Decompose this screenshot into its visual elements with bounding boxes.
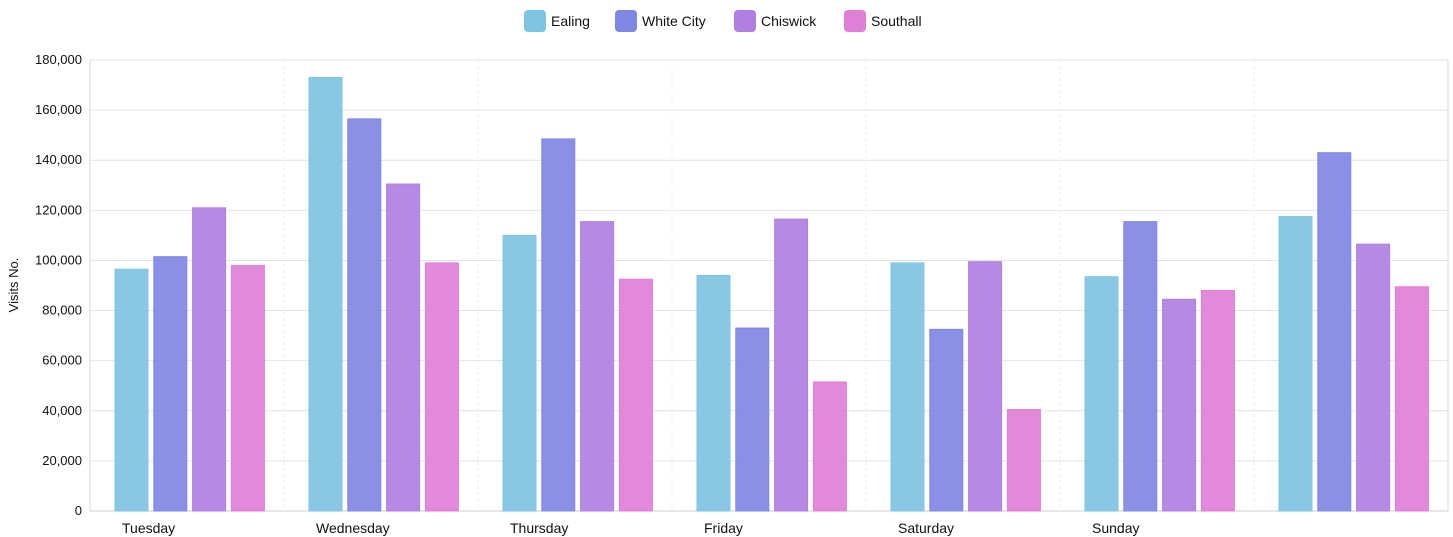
y-tick-label: 20,000 [42,453,82,468]
x-tick-label: Sunday [1092,520,1139,536]
bar-white-city[interactable] [541,138,576,512]
bar-chiswick[interactable] [192,207,227,512]
bar-white-city[interactable] [1123,221,1158,512]
legend-item[interactable]: Ealing [524,10,590,32]
legend-swatch [524,10,546,32]
legend-label: Chiswick [761,13,817,29]
x-tick-label: Tuesday [122,520,175,536]
bar-chiswick[interactable] [1162,298,1197,512]
bar-white-city[interactable] [735,327,770,512]
y-axis: 0 20,000 40,000 60,000 80,000 100,000 120,000 1… [35,52,82,518]
bar-ealing[interactable] [890,262,925,512]
y-tick-label: 80,000 [42,303,82,318]
y-tick-label: 0 [75,503,82,518]
bar-chiswick[interactable] [580,221,615,512]
legend-label: Ealing [551,13,590,29]
bar-chiswick[interactable] [968,261,1003,512]
y-tick-label: 60,000 [42,353,82,368]
legend-item[interactable]: Southall [844,10,922,32]
legend-item[interactable]: Chiswick [734,10,817,32]
bar-ealing[interactable] [696,274,731,512]
legend-swatch [844,10,866,32]
x-axis: Tuesday Wednesday Thursday Friday Saturday Su… [122,520,1139,536]
bar-southall[interactable] [1394,286,1429,512]
y-tick-label: 120,000 [35,202,82,217]
bar-ealing[interactable] [1084,276,1119,512]
bar-white-city[interactable] [347,118,382,512]
bar-ealing[interactable] [1278,216,1313,512]
y-tick-label: 40,000 [42,403,82,418]
x-tick-label: Saturday [898,520,954,536]
bar-white-city[interactable] [1317,152,1352,512]
bar-ealing[interactable] [308,77,343,512]
bar-southall[interactable] [230,264,265,512]
x-tick-label: Friday [704,520,743,536]
legend-label: Southall [871,13,922,29]
bar-ealing[interactable] [502,234,537,512]
bar-chiswick[interactable] [386,183,421,512]
bars [114,77,1429,512]
bar-white-city[interactable] [153,256,188,512]
bar-southall[interactable] [1200,290,1235,512]
bar-southall[interactable] [812,381,847,512]
legend-swatch [615,10,637,32]
bar-southall[interactable] [424,262,459,512]
y-axis-title: Visits No. [6,258,21,313]
legend-swatch [734,10,756,32]
bar-white-city[interactable] [929,328,964,512]
x-tick-label: Thursday [510,520,568,536]
bar-southall[interactable] [1006,409,1041,512]
bar-chiswick[interactable] [774,218,809,512]
bar-southall[interactable] [618,278,653,512]
legend-item[interactable]: White City [615,10,706,32]
legend: Ealing White City Chiswick Southall [524,10,922,32]
y-tick-label: 160,000 [35,102,82,117]
bar-ealing[interactable] [114,268,149,512]
bar-chiswick[interactable] [1356,243,1391,512]
y-tick-label: 100,000 [35,252,82,267]
y-tick-label: 180,000 [35,52,82,67]
legend-label: White City [642,13,706,29]
y-tick-label: 140,000 [35,152,82,167]
x-tick-label: Wednesday [316,520,390,536]
